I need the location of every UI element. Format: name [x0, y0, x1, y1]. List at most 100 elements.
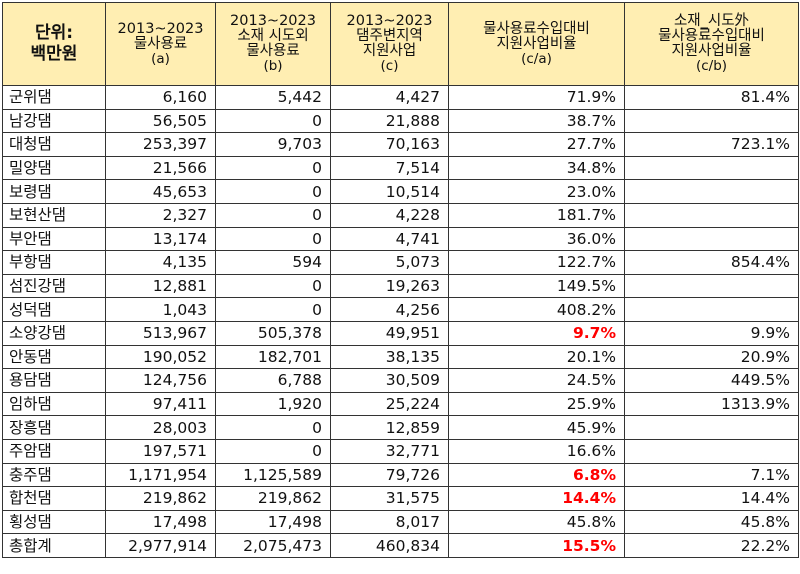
- water-fee-cell: 2,977,914: [105, 533, 216, 558]
- ratio-c-b-cell: [624, 273, 799, 299]
- table-row: 용담댐 124,756 6,788 30,509 24.5% 449.5%: [2, 368, 799, 393]
- ratio-c-a-cell: 25.9%: [448, 391, 625, 417]
- outside-region-fee-cell: 9,703: [215, 132, 331, 157]
- header-line: 소재_시도外: [673, 13, 750, 29]
- water-fee-cell: 6,160: [105, 85, 216, 110]
- ratio-c-a-cell: 149.5%: [448, 273, 625, 299]
- ratio-c-a-cell: 38.7%: [448, 108, 625, 134]
- ratio-c-a-cell: 408.2%: [448, 297, 625, 322]
- header-ratio-c-b: 소재_시도外 물사용료수입대비 지원사업비율 (c/b): [624, 2, 799, 86]
- outside-region-fee-cell: 1,920: [215, 391, 331, 417]
- table-row: 부안댐 13,174 0 4,741 36.0%: [2, 226, 799, 252]
- ratio-c-a-cell: 20.1%: [448, 344, 625, 370]
- table-row: 대청댐 253,397 9,703 70,163 27.7% 723.1%: [2, 132, 799, 157]
- ratio-c-a-cell: 36.0%: [448, 226, 625, 252]
- dam-name-cell: 부안댐: [2, 226, 106, 252]
- dam-name-cell: 성덕댐: [2, 297, 106, 322]
- header-line: 백만원: [30, 44, 78, 64]
- table-row: 성덕댐 1,043 0 4,256 408.2%: [2, 297, 799, 322]
- header-line: 물사용료수입대비: [483, 20, 590, 37]
- outside-region-fee-cell: 594: [215, 250, 331, 275]
- dam-name-cell: 부항댐: [2, 250, 106, 275]
- water-fee-cell: 13,174: [105, 226, 216, 252]
- water-fee-cell: 124,756: [105, 368, 216, 393]
- dam-name-cell: 섬진강댐: [2, 273, 106, 299]
- outside-region-fee-cell: 0: [215, 438, 331, 464]
- table-header: 단위: 백만원 2013~2023 물사용료 (a) 2013~2023 소재 시도외 물사용…: [2, 2, 799, 86]
- dam-name-cell: 임하댐: [2, 391, 106, 417]
- header-line: 소재 시도외: [237, 28, 309, 44]
- dam-name-cell: 보현산댐: [2, 202, 106, 228]
- table-row: 남강댐 56,505 0 21,888 38.7%: [2, 108, 799, 134]
- outside-region-fee-cell: 0: [215, 226, 331, 252]
- water-fee-cell: 1,043: [105, 297, 216, 322]
- table-row: 소양강댐 513,967 505,378 49,951 9.7% 9.9%: [2, 320, 799, 346]
- water-fee-cell: 17,498: [105, 509, 216, 535]
- support-project-cell: 32,771: [330, 438, 449, 464]
- table-row: 군위댐 6,160 5,442 4,427 71.9% 81.4%: [2, 85, 799, 110]
- support-project-cell: 31,575: [330, 486, 449, 511]
- ratio-c-a-cell: 71.9%: [448, 85, 625, 110]
- ratio-c-b-cell: 22.2%: [624, 533, 799, 558]
- header-line: 단위:: [34, 23, 74, 43]
- support-project-cell: 460,834: [330, 533, 449, 558]
- table-row: 총합계 2,977,914 2,075,473 460,834 15.5% 22.2%: [2, 533, 799, 558]
- dam-name-cell: 밀양댐: [2, 155, 106, 181]
- ratio-c-b-cell: 81.4%: [624, 85, 799, 110]
- header-line: (c/a): [521, 50, 552, 67]
- header-line: 물사용료: [133, 35, 188, 52]
- outside-region-fee-cell: 0: [215, 415, 331, 440]
- water-fee-cell: 197,571: [105, 438, 216, 464]
- water-fee-cell: 45,653: [105, 179, 216, 204]
- ratio-c-a-cell: 45.8%: [448, 509, 625, 535]
- outside-region-fee-cell: 0: [215, 155, 331, 181]
- ratio-c-b-cell: 9.9%: [624, 320, 799, 346]
- ratio-c-a-cell: 15.5%: [448, 533, 625, 558]
- ratio-c-b-cell: [624, 226, 799, 252]
- outside-region-fee-cell: 505,378: [215, 320, 331, 346]
- header-line: (a): [151, 50, 170, 67]
- ratio-c-b-cell: [624, 155, 799, 181]
- water-fee-cell: 21,566: [105, 155, 216, 181]
- water-fee-cell: 190,052: [105, 344, 216, 370]
- support-project-cell: 10,514: [330, 179, 449, 204]
- header-outside-region-fee-b: 2013~2023 소재 시도외 물사용료 (b): [215, 2, 331, 86]
- header-water-fee-a: 2013~2023 물사용료 (a): [105, 2, 216, 86]
- header-support-project-c: 2013~2023 댐주변지역 지원사업 (c): [330, 2, 449, 86]
- support-project-cell: 7,514: [330, 155, 449, 181]
- dam-name-cell: 충주댐: [2, 462, 106, 488]
- dam-name-cell: 군위댐: [2, 85, 106, 110]
- dam-name-cell: 횡성댐: [2, 509, 106, 535]
- header-ratio-c-a: 물사용료수입대비 지원사업비율 (c/a): [448, 2, 625, 86]
- outside-region-fee-cell: 17,498: [215, 509, 331, 535]
- outside-region-fee-cell: 0: [215, 202, 331, 228]
- support-project-cell: 4,427: [330, 85, 449, 110]
- ratio-c-a-cell: 9.7%: [448, 320, 625, 346]
- water-fee-cell: 97,411: [105, 391, 216, 417]
- water-fee-table: 단위: 백만원 2013~2023 물사용료 (a) 2013~2023 소재 시도외 물사용…: [2, 2, 799, 558]
- outside-region-fee-cell: 2,075,473: [215, 533, 331, 558]
- water-fee-cell: 56,505: [105, 108, 216, 134]
- table-row: 밀양댐 21,566 0 7,514 34.8%: [2, 155, 799, 181]
- ratio-c-b-cell: 449.5%: [624, 368, 799, 393]
- water-fee-cell: 1,171,954: [105, 462, 216, 488]
- ratio-c-b-cell: [624, 297, 799, 322]
- support-project-cell: 8,017: [330, 509, 449, 535]
- ratio-c-b-cell: 14.4%: [624, 486, 799, 511]
- ratio-c-b-cell: 1313.9%: [624, 391, 799, 417]
- header-line: 댐주변지역: [356, 28, 423, 44]
- ratio-c-b-cell: [624, 415, 799, 440]
- header-line: 2013~2023: [117, 20, 204, 37]
- ratio-c-a-cell: 27.7%: [448, 132, 625, 157]
- support-project-cell: 12,859: [330, 415, 449, 440]
- outside-region-fee-cell: 219,862: [215, 486, 331, 511]
- ratio-c-a-cell: 23.0%: [448, 179, 625, 204]
- ratio-c-a-cell: 16.6%: [448, 438, 625, 464]
- ratio-c-b-cell: 723.1%: [624, 132, 799, 157]
- outside-region-fee-cell: 6,788: [215, 368, 331, 393]
- dam-name-cell: 보령댐: [2, 179, 106, 204]
- support-project-cell: 4,256: [330, 297, 449, 322]
- ratio-c-b-cell: 854.4%: [624, 250, 799, 275]
- outside-region-fee-cell: 0: [215, 297, 331, 322]
- table-row: 횡성댐 17,498 17,498 8,017 45.8% 45.8%: [2, 509, 799, 535]
